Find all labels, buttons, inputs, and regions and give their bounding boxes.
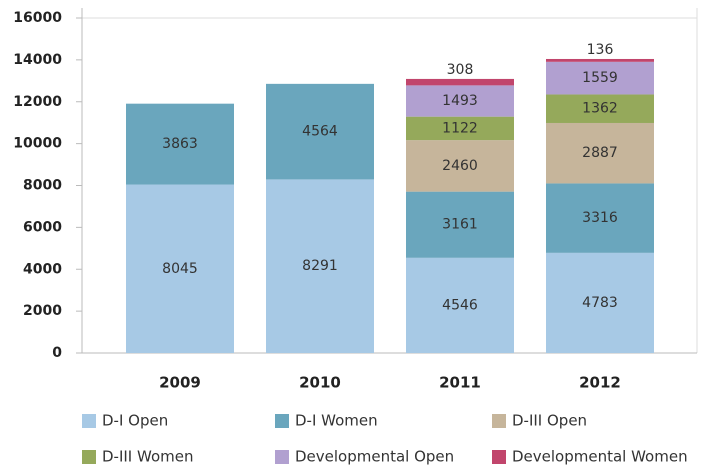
x-tick-label: 2012 — [579, 374, 621, 392]
bar-segment — [406, 85, 514, 117]
bar-segment — [546, 122, 654, 184]
value-label: 4564 — [302, 124, 338, 140]
legend-label: D-III Women — [102, 448, 193, 466]
value-label: 8045 — [162, 261, 198, 277]
value-label: 3161 — [442, 217, 478, 233]
legend-swatch — [82, 450, 96, 464]
x-tick-label: 2010 — [299, 374, 341, 392]
value-label: 1493 — [442, 93, 478, 109]
bar-segment — [266, 83, 374, 180]
value-label: 4546 — [442, 297, 478, 313]
y-tick-label: 16000 — [13, 10, 62, 26]
value-label: 1559 — [582, 70, 618, 86]
bar-segment — [406, 78, 514, 86]
y-tick-label: 12000 — [13, 94, 62, 110]
bar-segment — [406, 191, 514, 258]
y-tick-label: 4000 — [23, 261, 62, 277]
y-tick-label: 2000 — [23, 303, 62, 319]
y-tick-label: 10000 — [13, 136, 62, 152]
legend-label: Developmental Women — [512, 448, 688, 466]
y-tick-label: 14000 — [13, 52, 62, 68]
x-tick-label: 2011 — [439, 374, 481, 392]
y-tick-label: 0 — [52, 345, 62, 361]
bar-segment — [546, 58, 654, 62]
bar-segment — [266, 179, 374, 353]
bar-segment — [546, 183, 654, 253]
bar-segment — [546, 252, 654, 353]
value-label: 308 — [447, 62, 474, 78]
bar-segment — [126, 103, 234, 185]
value-label: 4783 — [582, 295, 618, 311]
value-label: 3863 — [162, 136, 198, 152]
value-label: 1362 — [582, 101, 618, 117]
bar-segment — [406, 140, 514, 192]
value-label: 1122 — [442, 120, 478, 136]
value-label: 2887 — [582, 145, 618, 161]
legend-label: D-I Open — [102, 412, 168, 430]
bar-segment — [126, 184, 234, 353]
legend-swatch — [275, 450, 289, 464]
value-label: 3316 — [582, 210, 618, 226]
legend-swatch — [492, 414, 506, 428]
y-tick-label: 8000 — [23, 178, 62, 194]
y-tick-label: 6000 — [23, 219, 62, 235]
legend-label: D-III Open — [512, 412, 587, 430]
bar-segment — [546, 94, 654, 123]
value-label: 8291 — [302, 258, 338, 274]
legend-label: Developmental Open — [295, 448, 454, 466]
value-label: 136 — [587, 42, 614, 58]
bar-segment — [546, 61, 654, 95]
bar-segment — [406, 257, 514, 353]
value-label: 2460 — [442, 158, 478, 174]
legend-label: D-I Women — [295, 412, 378, 430]
legend-swatch — [492, 450, 506, 464]
bar-segment — [406, 116, 514, 141]
legend-swatch — [82, 414, 96, 428]
x-tick-label: 2009 — [159, 374, 201, 392]
legend-swatch — [275, 414, 289, 428]
